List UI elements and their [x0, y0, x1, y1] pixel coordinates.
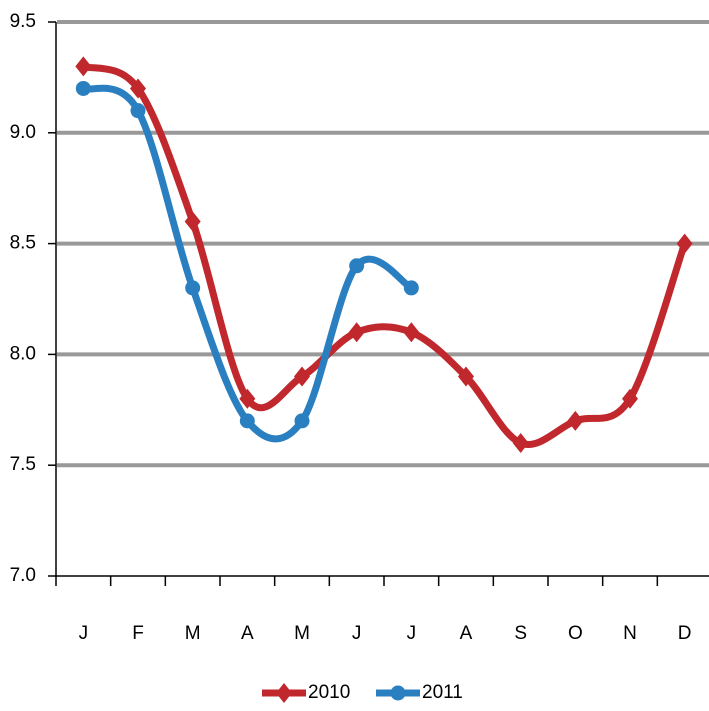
data-point: [403, 280, 419, 296]
data-point: [130, 103, 146, 119]
data-point: [622, 388, 638, 409]
x-tick-label: M: [185, 623, 201, 644]
x-tick-label: O: [568, 623, 583, 644]
data-point: [239, 413, 255, 429]
data-point: [512, 433, 529, 454]
y-tick-label: 7.5: [10, 454, 36, 475]
data-point: [458, 366, 474, 387]
data-point: [348, 322, 365, 343]
x-tick-label: D: [678, 623, 692, 644]
x-tick-label: S: [514, 623, 527, 644]
data-point: [75, 80, 91, 96]
x-tick-label: J: [407, 623, 417, 644]
y-tick-label: 8.5: [10, 233, 36, 254]
data-point: [130, 78, 146, 99]
data-point: [294, 366, 310, 387]
legend-label: 2010: [308, 682, 350, 703]
data-point: [294, 413, 310, 429]
data-point: [349, 258, 365, 274]
y-tick-label: 9.0: [10, 122, 36, 143]
x-tick-label: M: [294, 623, 310, 644]
legend-marker: [276, 683, 292, 703]
legend-label: 2011: [422, 682, 463, 703]
x-tick-label: J: [352, 623, 362, 644]
series-line: [79, 62, 689, 448]
x-tick-label: F: [132, 623, 144, 644]
x-tick-label: A: [241, 623, 254, 644]
y-tick-label: 7.0: [10, 565, 36, 586]
data-point: [567, 410, 584, 431]
x-tick-label: J: [79, 623, 89, 644]
y-tick-label: 9.5: [10, 11, 36, 32]
data-point: [403, 322, 420, 343]
data-point: [239, 388, 256, 409]
x-tick-label: N: [623, 623, 637, 644]
legend-marker: [390, 685, 406, 701]
data-point: [75, 56, 92, 77]
data-point: [184, 211, 201, 232]
x-tick-label: A: [460, 623, 473, 644]
data-point: [185, 280, 201, 296]
y-tick-label: 8.0: [10, 343, 36, 364]
data-point: [676, 233, 693, 254]
